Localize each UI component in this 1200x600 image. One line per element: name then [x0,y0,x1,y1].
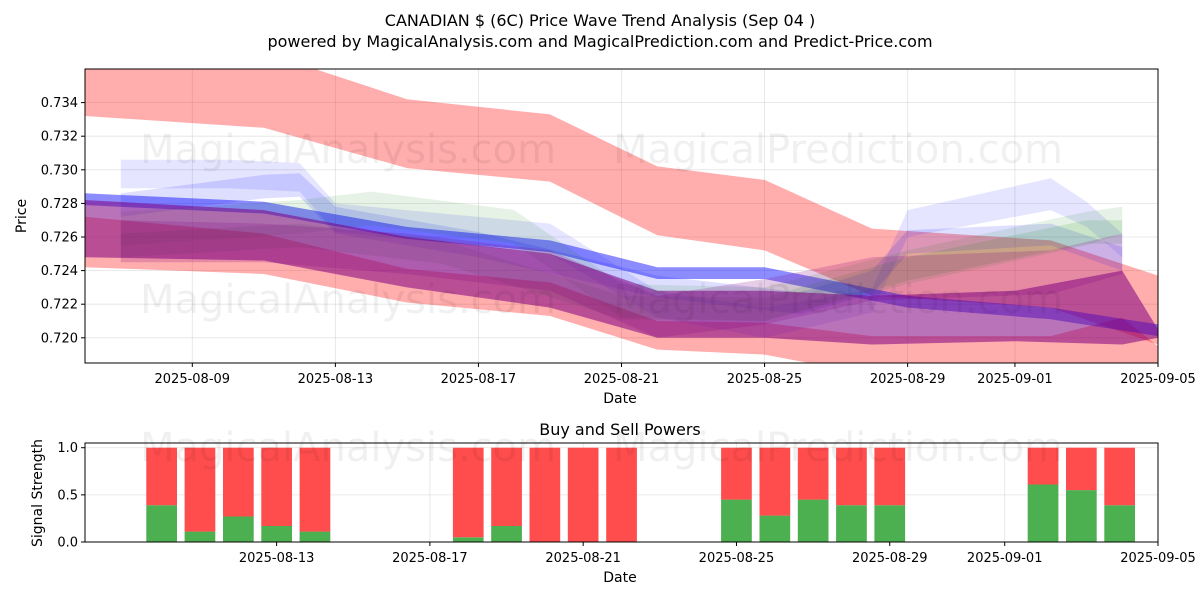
price-x-tick-label: 2025-08-29 [870,372,946,387]
price-x-tick-label: 2025-08-13 [298,372,374,387]
signal-x-tick-label: 2025-09-01 [967,551,1043,566]
watermark-group: MagicalAnalysis.com MagicalPrediction.co… [140,127,1063,323]
signal-bars [146,447,1135,542]
price-x-tick-label: 2025-08-17 [441,372,517,387]
watermark-right-lower: MagicalPrediction.com [613,277,1063,323]
buy-sell-title: Buy and Sell Powers [539,420,701,439]
sell-bar [146,447,177,506]
price-wave-panel: MagicalAnalysis.com MagicalPrediction.co… [14,68,1196,407]
buy-bar [1027,484,1059,542]
watermark-group-bottom: MagicalAnalysis.com MagicalPrediction.co… [140,425,1063,471]
watermark-left-upper: MagicalAnalysis.com [140,127,556,173]
signal-x-tick-label: 2025-09-05 [1120,551,1196,566]
price-x-axis-label: Date [603,391,636,407]
buy-bar [261,526,292,542]
sell-bar [721,447,752,500]
signal-x-tick-label: 2025-08-13 [239,551,315,566]
sell-bar [759,447,791,516]
sell-bar [261,447,292,526]
watermark-left-lower: MagicalAnalysis.com [140,277,556,323]
signal-y-axis-label: Signal Strength [30,439,46,547]
signal-y-tick-label: 0.5 [57,488,78,503]
sell-bar [223,447,254,517]
sell-bar [299,447,331,532]
watermark-right-bottom: MagicalPrediction.com [613,425,1063,471]
buy-bar [874,505,906,542]
price-y-tick-label: 0.726 [41,231,78,246]
buy-bar [184,531,216,542]
signal-x-tick-label: 2025-08-29 [852,551,928,566]
sell-bar [1104,447,1135,506]
sell-bar [491,447,522,526]
price-y-tick-label: 0.724 [41,264,78,279]
chart-title-line1: CANADIAN $ (6C) Price Wave Trend Analysi… [385,11,815,30]
purple-wave-band-8 [85,200,1158,345]
watermark-left-bottom: MagicalAnalysis.com [140,425,556,471]
price-x-ticks: 2025-08-09 2025-08-13 2025-08-17 2025-08-21… [155,363,1196,387]
signal-x-tick-label: 2025-08-21 [545,551,621,566]
price-y-tick-label: 0.728 [41,197,78,212]
buy-sell-panel: Buy and Sell Powers MagicalAnalysis.com … [30,420,1196,586]
price-y-tick-label: 0.734 [41,96,78,111]
buy-bar [797,499,829,542]
buy-bar [299,531,331,542]
buy-bar [1066,490,1097,542]
price-y-tick-label: 0.720 [41,331,78,346]
price-x-tick-label: 2025-09-01 [977,372,1053,387]
sell-bar [606,447,637,542]
price-y-ticks: 0.720 0.722 0.724 0.726 0.728 0.730 0.732 0.734 [41,96,85,346]
buy-bar [759,515,791,542]
price-x-tick-label: 2025-08-21 [584,372,660,387]
buy-bar [836,505,867,542]
sell-bar [836,447,867,506]
price-y-tick-label: 0.732 [41,130,78,145]
sell-bar [184,447,216,532]
price-x-tick-label: 2025-08-09 [155,372,231,387]
signal-y-tick-label: 0.0 [57,536,78,551]
signal-x-tick-label: 2025-08-17 [392,551,468,566]
blue-wave-band-3 [120,173,1123,315]
signal-x-ticks: 2025-08-13 2025-08-17 2025-08-21 2025-08-25… [239,542,1196,566]
sell-bar [874,447,906,506]
sell-bar [797,447,829,500]
signal-y-ticks: 0.0 0.5 1.0 [57,441,85,551]
price-bands [85,69,1158,363]
signal-y-tick-label: 1.0 [57,441,78,456]
buy-bar [223,516,254,542]
signal-x-axis-label: Date [603,570,636,586]
buy-bar [1104,505,1135,542]
sell-bar [1027,447,1059,485]
watermark-right-upper: MagicalPrediction.com [613,127,1063,173]
buy-bar [452,537,484,542]
chart-title-line2: powered by MagicalAnalysis.com and Magic… [267,32,932,51]
price-y-tick-label: 0.730 [41,163,78,178]
sell-bar [529,447,561,542]
buy-bar [721,499,752,542]
green-wave-band-5 [120,191,1123,321]
price-x-tick-label: 2025-09-05 [1120,372,1196,387]
sell-bar [567,447,599,542]
signal-x-tick-label: 2025-08-25 [699,551,775,566]
signal-axes-frame [84,442,1159,543]
blue-wave-band-2 [120,159,1123,338]
buy-bar [146,505,177,542]
price-y-tick-label: 0.722 [41,298,78,313]
price-y-axis-label: Price [14,199,30,233]
price-x-tick-label: 2025-08-25 [727,372,803,387]
red-wave-band-0 [85,69,1158,345]
sell-bar [1066,447,1097,491]
sell-bar [452,447,484,538]
buy-bar [491,526,522,542]
